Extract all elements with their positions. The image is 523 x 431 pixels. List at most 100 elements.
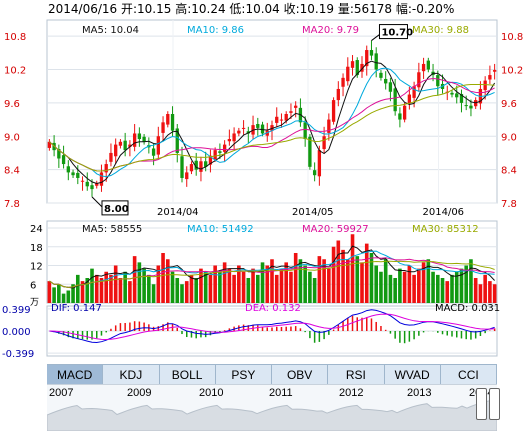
candle-body [312, 170, 317, 176]
dea-line [49, 313, 495, 341]
x-tick-label: 2014/06 [423, 207, 465, 218]
candle-body [398, 113, 402, 120]
candle-body [407, 94, 412, 104]
macd-legend: MACD: 0.031 [435, 303, 500, 314]
range-handle-left[interactable] [476, 388, 487, 420]
candle-body [346, 66, 350, 82]
volume-bar [374, 265, 379, 303]
volume-bar [180, 284, 184, 303]
volume-bar [398, 268, 402, 303]
candle-body [265, 130, 269, 136]
candle-body [132, 133, 137, 147]
vol-tick-label: 6 [30, 280, 36, 291]
candle-body [331, 100, 336, 122]
candle-body [109, 152, 113, 162]
volume-bar [109, 274, 113, 303]
tab-macd[interactable]: MACD [47, 365, 104, 385]
volume-bar [151, 284, 156, 303]
candle-body [365, 50, 369, 67]
candle-body [294, 105, 298, 108]
volume-bar [355, 256, 360, 303]
candle-body [208, 155, 213, 165]
year-navigator[interactable]: 2007200920102011201220132014 [47, 384, 497, 431]
volume-bar [289, 271, 293, 303]
candle-body [189, 164, 194, 172]
volume-bar [331, 246, 336, 303]
candle-body [118, 141, 123, 146]
volume-bar [218, 271, 222, 303]
vol-ma10-line [49, 250, 495, 288]
tab-rsi[interactable]: RSI [328, 365, 385, 385]
tab-kdj[interactable]: KDJ [103, 365, 160, 385]
volume-bar [360, 262, 364, 303]
volume-bar [85, 278, 90, 303]
volume-bar [383, 259, 388, 303]
volume-bar [308, 271, 312, 303]
vol-ma30-legend: MA30: 85312 [412, 224, 479, 235]
low-pointer [91, 196, 103, 208]
volume-bar [71, 284, 75, 303]
volume-bar [199, 268, 203, 303]
tab-psy[interactable]: PSY [215, 365, 272, 385]
candle-body [284, 114, 288, 121]
candle-body [104, 164, 108, 173]
candle-body [402, 105, 407, 120]
y-tick-label-left: 10.2 [4, 66, 26, 77]
volume-bar [298, 259, 303, 303]
volume-bar [454, 271, 459, 303]
volume-bar [260, 262, 265, 303]
candle-body [374, 53, 378, 70]
range-handle-right[interactable] [489, 388, 500, 420]
candle-body [57, 149, 61, 159]
tab-wvad[interactable]: WVAD [384, 365, 441, 385]
volume-bar [128, 281, 132, 303]
high-pointer [371, 34, 380, 41]
candle-body [350, 61, 355, 68]
tab-obv[interactable]: OBV [272, 365, 329, 385]
candle-body [142, 136, 146, 142]
dea-legend: DEA: 0.132 [245, 303, 301, 314]
candle-body [241, 127, 246, 129]
candle-body [388, 82, 393, 92]
candle-body [47, 141, 52, 148]
candle-body [114, 144, 118, 157]
volume-bar [379, 271, 383, 303]
volume-bar [459, 268, 464, 303]
candle-body [270, 125, 274, 131]
tab-boll[interactable]: BOLL [159, 365, 216, 385]
candle-body [156, 136, 160, 155]
candle-body [336, 88, 340, 101]
tab-cci[interactable]: CCI [440, 365, 497, 385]
candle-body [76, 172, 80, 178]
candle-body [450, 92, 454, 95]
candle-body [199, 161, 203, 172]
ma30-legend: MA30: 9.88 [412, 25, 469, 36]
volume-bar [350, 234, 355, 303]
volume-bar [47, 281, 52, 303]
candle-body [175, 128, 179, 153]
y-tick-label-right: 8.4 [501, 166, 517, 177]
y-tick-label-right: 10.2 [501, 66, 523, 77]
volume-bar [255, 274, 260, 303]
candle-body [303, 122, 307, 140]
y-tick-label-right: 10.8 [501, 32, 523, 43]
y-tick-label-right: 7.8 [501, 199, 517, 210]
volume-bar [90, 268, 94, 303]
volume-bar [421, 262, 426, 303]
candle-body [151, 148, 156, 156]
candle-body [488, 75, 492, 80]
volume-bar [132, 256, 137, 303]
volume-bar [492, 284, 497, 303]
dif-legend: DIF: 0.147 [51, 303, 102, 314]
ma30-line [49, 84, 495, 172]
volume-bar [412, 274, 416, 303]
volume-bar [303, 265, 307, 303]
candle-body [71, 172, 75, 176]
volume-bar [246, 278, 251, 303]
candle-body [327, 119, 331, 133]
volume-bar [241, 271, 246, 303]
volume-bar [142, 268, 146, 303]
candle-body [185, 172, 189, 180]
y-tick-label-left: 10.8 [4, 32, 26, 43]
